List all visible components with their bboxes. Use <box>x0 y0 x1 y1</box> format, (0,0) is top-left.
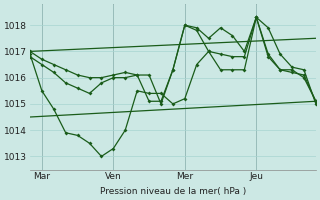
X-axis label: Pression niveau de la mer( hPa ): Pression niveau de la mer( hPa ) <box>100 187 246 196</box>
